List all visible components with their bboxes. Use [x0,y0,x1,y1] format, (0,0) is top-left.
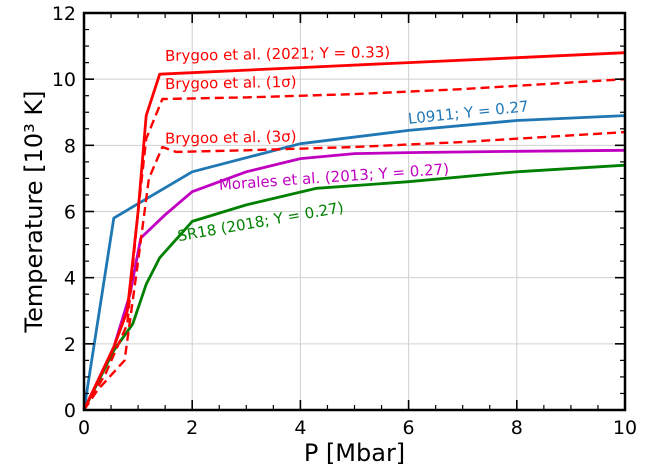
x-tick-label: 4 [294,417,306,439]
x-tick-label: 10 [613,417,637,439]
y-tick-label: 2 [64,334,76,356]
series-lines [82,51,626,411]
series-annotation-2: Brygoo et al. (3σ) [165,127,297,147]
series-annotation-0: Brygoo et al. (2021; Y = 0.33) [165,43,390,65]
tick-labels: 0 2 4 6 8 10 0 2 4 6 8 10 12 [52,3,637,439]
x-axis-label: P [Mbar] [304,439,405,467]
y-tick-label: 10 [52,69,76,91]
y-axis-label: Temperature [10³ K] [20,91,48,334]
x-tick-label: 8 [511,417,523,439]
series-annotation-1: Brygoo et al. (1σ) [165,73,297,93]
y-tick-label: 12 [52,3,76,25]
series-line-3 [82,51,626,411]
series-annotation-5: SR18 (2018; Y = 0.27) [176,198,345,245]
series-line-0 [82,114,626,411]
series-annotations: Brygoo et al. (2021; Y = 0.33) Brygoo et … [165,43,529,245]
series-line-2 [82,163,626,411]
x-tick-label: 6 [403,417,415,439]
y-tick-label: 4 [64,268,76,290]
y-tick-label: 6 [64,202,76,224]
x-tick-label: 0 [78,417,90,439]
series-annotation-3: L0911; Y = 0.27 [407,97,529,128]
series-annotation-4: Morales et al. (2013; Y = 0.27) [218,160,449,194]
y-tick-label: 8 [64,135,76,157]
series-line-5 [83,130,626,411]
x-tick-label: 2 [186,417,198,439]
plot-frame [82,11,627,412]
y-tick-label: 0 [64,400,76,422]
